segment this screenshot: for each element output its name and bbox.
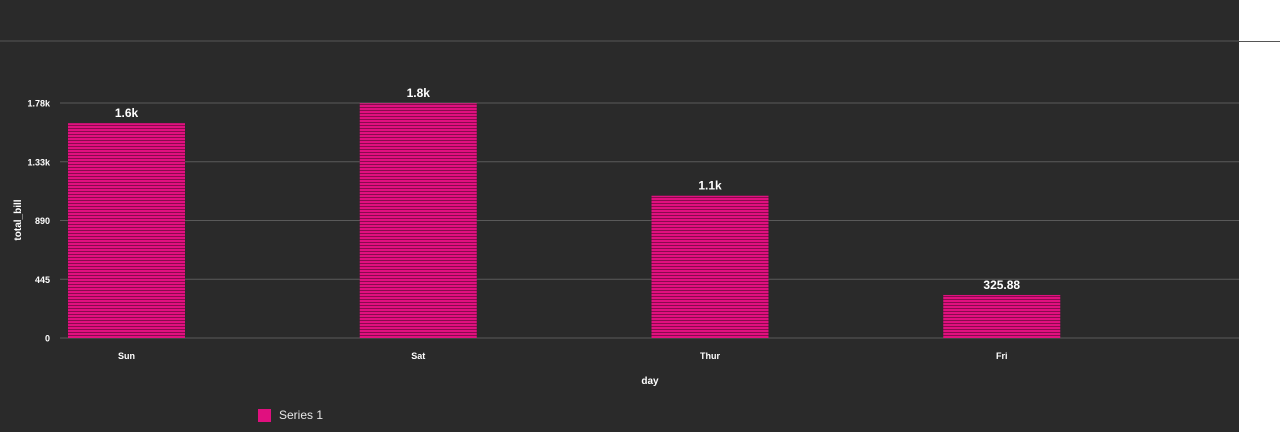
- bars: [68, 103, 1061, 338]
- legend[interactable]: Series 1: [258, 408, 323, 422]
- x-axis-title: day: [641, 376, 659, 387]
- y-tick-label: 1.33k: [27, 157, 51, 167]
- data-label: 1.1k: [698, 179, 722, 193]
- labels: 0 445 890 1.33k 1.78k 1.6k Sun 1.8k Sat 1.1k Thur 3…: [27, 86, 1020, 361]
- x-tick-label: Sat: [411, 351, 425, 361]
- bar-thur: [651, 195, 769, 338]
- grid: [60, 102, 1239, 339]
- y-tick-label: 0: [45, 334, 50, 344]
- y-axis-title: total_bill: [13, 199, 24, 240]
- legend-swatch: [258, 408, 271, 422]
- bar-fri: [943, 294, 1061, 338]
- x-tick-label: Thur: [700, 351, 720, 361]
- y-tick-label: 1.78k: [27, 99, 51, 109]
- bar-sat: [359, 103, 477, 338]
- legend-label: Series 1: [279, 408, 324, 422]
- bar-chart: 0 445 890 1.33k 1.78k 1.6k Sun 1.8k Sat 1.1k Thur 3…: [0, 40, 1239, 387]
- y-tick-label: 445: [35, 275, 50, 285]
- x-tick-label: Sun: [118, 351, 135, 361]
- chart-panel: [0, 0, 1239, 432]
- data-label: 1.8k: [407, 86, 431, 100]
- x-tick-label: Fri: [996, 351, 1008, 361]
- y-tick-label: 890: [35, 216, 50, 226]
- data-label: 325.88: [983, 278, 1020, 292]
- bar-sun: [68, 123, 185, 338]
- data-label: 1.6k: [115, 106, 139, 120]
- divider-line: [1239, 41, 1280, 42]
